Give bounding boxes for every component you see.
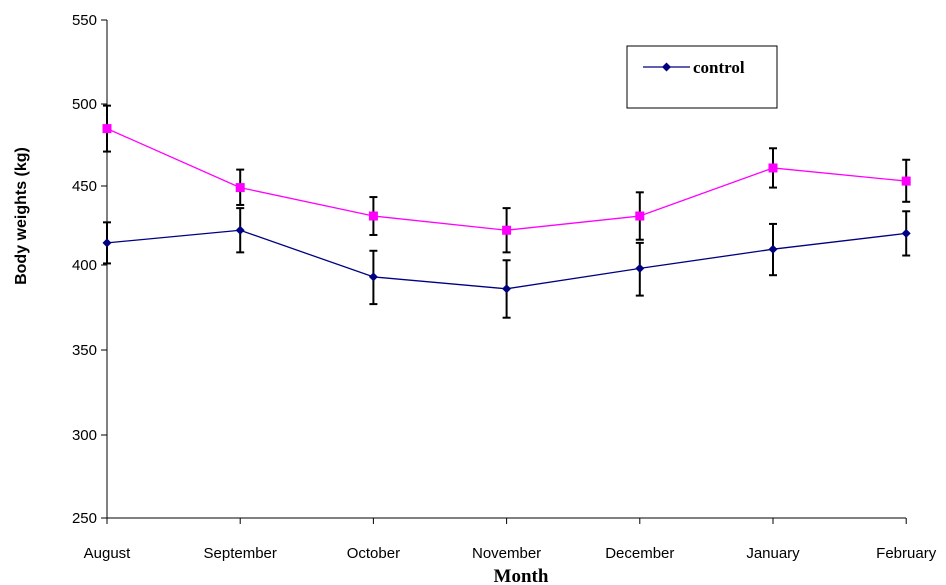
y-axis-ticks: 250 300 350 400 450 500 550 bbox=[72, 12, 107, 527]
y-tick-label: 400 bbox=[72, 257, 97, 274]
series-unnamed-1 bbox=[102, 104, 911, 254]
legend-label-control: control bbox=[693, 58, 745, 77]
y-tick-label: 350 bbox=[72, 342, 97, 359]
y-tick-label: 550 bbox=[72, 12, 97, 29]
x-axis-label: Month bbox=[494, 566, 549, 585]
data-point bbox=[102, 124, 112, 134]
data-point bbox=[235, 225, 245, 235]
data-point bbox=[901, 176, 911, 186]
data-point bbox=[768, 163, 778, 173]
series-control bbox=[102, 207, 911, 319]
y-tick-label: 450 bbox=[72, 178, 97, 195]
x-tick-label: January bbox=[746, 545, 800, 562]
data-point bbox=[368, 272, 378, 282]
x-tick-label: November bbox=[472, 545, 541, 562]
data-point bbox=[502, 225, 512, 235]
data-point bbox=[102, 238, 112, 248]
data-point bbox=[901, 228, 911, 238]
x-tick-label: October bbox=[347, 545, 400, 562]
x-tick-label: September bbox=[204, 545, 277, 562]
legend: control bbox=[626, 45, 778, 109]
legend-marker-control bbox=[662, 62, 671, 72]
data-point bbox=[635, 263, 645, 273]
series-group bbox=[102, 104, 911, 319]
y-tick-label: 300 bbox=[72, 427, 97, 444]
legend-box bbox=[626, 45, 778, 109]
y-axis-label: Body weights (kg) bbox=[13, 147, 30, 285]
data-point bbox=[235, 183, 245, 193]
x-axis-ticks: August September October November December Ja… bbox=[84, 518, 937, 562]
data-point bbox=[635, 211, 645, 221]
x-tick-label: February bbox=[876, 545, 937, 562]
data-point bbox=[768, 244, 778, 254]
y-tick-label: 500 bbox=[72, 96, 97, 113]
x-tick-label: August bbox=[84, 545, 132, 562]
data-point bbox=[368, 211, 378, 221]
y-tick-label: 250 bbox=[72, 510, 97, 527]
x-tick-label: December bbox=[605, 545, 674, 562]
data-point bbox=[502, 284, 512, 294]
